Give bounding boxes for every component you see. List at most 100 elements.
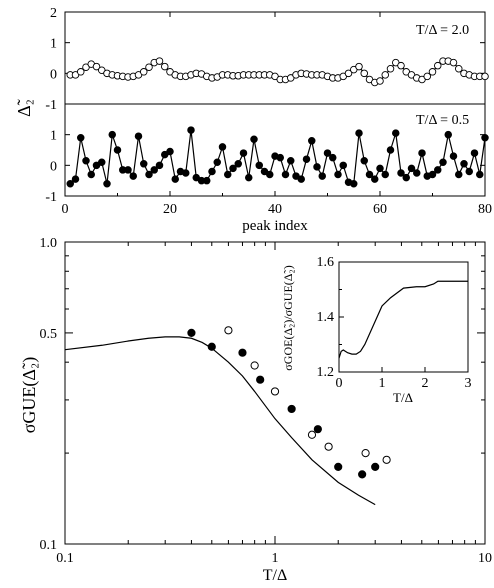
top-lower-point (360, 156, 369, 165)
top-lower-point (392, 129, 400, 137)
top-lower-point (323, 149, 332, 157)
main-xtick-label: 1 (272, 551, 279, 566)
top-lower-point (244, 173, 253, 182)
top-lower-point (213, 158, 221, 167)
main-ytick-label: 0.1 (40, 538, 58, 553)
top-lower-point (407, 164, 416, 173)
top-lower-point (276, 153, 285, 162)
main-filled-point (358, 470, 367, 479)
main-filled-point (256, 375, 265, 384)
top-xtick-label: 0 (62, 202, 69, 217)
main-open-point (270, 387, 280, 396)
top-upper-point (386, 64, 395, 73)
top-lower-point (476, 170, 484, 179)
top-xtick-label: 60 (373, 202, 387, 217)
top-upper-point (428, 68, 437, 76)
panel-bottom-ylabel: σGUE(Δ̃₂) (19, 357, 40, 434)
top-lower-point (355, 129, 363, 137)
panel-top-xlabel: peak index (242, 218, 308, 234)
panel-top-lower-marks (66, 126, 489, 188)
top-lower-point (223, 170, 232, 179)
top-lower-point (103, 179, 111, 188)
top-lower-point (287, 156, 295, 165)
inset-xlabel: T/Δ (393, 390, 413, 405)
top-lower-point (386, 146, 395, 154)
top-upper-point (145, 63, 153, 71)
main-filled-point (187, 328, 196, 338)
top-lower-point (66, 179, 74, 188)
top-lower-point (339, 161, 348, 170)
top-lower-point (150, 166, 158, 174)
top-upper-point (423, 72, 432, 81)
inset-xtick-label: 2 (422, 376, 429, 391)
top-lower-point (449, 152, 458, 160)
inset-xtick-label: 1 (379, 376, 386, 391)
top-xtick-label: 80 (478, 202, 492, 217)
panel-top-upper: -1 0 1 2 T/Δ = 2.0 (45, 6, 489, 113)
top-lower-point (281, 170, 290, 179)
main-filled-point (207, 342, 216, 351)
top-lower-point (444, 130, 453, 139)
top-lower-point (76, 133, 85, 142)
top-upper-point (160, 62, 169, 71)
main-open-point (307, 430, 317, 439)
main-xtick-label: 10 (478, 551, 492, 566)
top-lower-point (239, 149, 248, 157)
top-upper-ytick-label: 1 (50, 37, 57, 52)
inset-line (338, 280, 468, 359)
top-lower-point (297, 175, 306, 183)
main-open-point (250, 361, 259, 370)
inset-xtick-label: 0 (336, 376, 343, 391)
top-lower-point (318, 172, 327, 180)
top-lower-point (350, 179, 358, 188)
top-upper-point (481, 72, 489, 81)
top-upper-point (381, 71, 390, 79)
top-lower-point (308, 137, 316, 145)
main-open-point (361, 448, 370, 458)
top-lower-point (439, 158, 447, 167)
inset: 0 1 2 3 1.2 1.4 1.6 T/Δ σGOE(Δ̃₂)/σGUE(Δ̃₂) (281, 255, 472, 405)
top-lower-point (481, 133, 489, 142)
main-xtick-label: 0.1 (56, 551, 74, 566)
top-lower-point (460, 160, 468, 168)
top-lower-ytick-label: -1 (45, 190, 57, 205)
top-lower-point (218, 143, 227, 151)
top-upper-point (355, 62, 363, 71)
top-lower-point (428, 170, 437, 179)
main-filled-point (287, 404, 296, 414)
top-lower-point (302, 155, 311, 163)
top-lower-point (418, 149, 426, 157)
top-upper-point (434, 61, 442, 70)
top-lower-point (250, 135, 258, 144)
top-lower-point (455, 170, 463, 179)
main-open-point (324, 442, 333, 451)
inset-ytick-label: 1.4 (317, 310, 335, 325)
top-lower-point (313, 163, 321, 171)
top-lower-point (187, 126, 195, 134)
top-lower-point (87, 170, 95, 179)
main-filled-point (313, 425, 322, 434)
top-lower-point (381, 170, 390, 179)
main-filled-point (371, 462, 380, 472)
inset-ticks: 0 1 2 3 1.2 1.4 1.6 (317, 255, 472, 391)
top-lower-point (413, 169, 421, 177)
top-upper-ytick-label: 2 (50, 6, 57, 21)
top-lower-point (113, 146, 122, 154)
main-filled-point (334, 462, 343, 472)
top-lower-point (208, 167, 216, 176)
top-lower-point (334, 170, 342, 179)
top-upper-point (76, 68, 85, 76)
top-lower-point (97, 158, 106, 167)
top-lower-point (465, 167, 474, 176)
panel-top-ylabel: Δ̃₂ (14, 99, 34, 117)
top-upper-ytick-label: 0 (50, 67, 57, 82)
top-lower-point (234, 160, 242, 168)
panel-bottom-xlabel: T/Δ (263, 567, 288, 584)
top-upper-point (397, 61, 405, 70)
top-lower-point (202, 176, 211, 185)
top-lower-point (329, 153, 337, 162)
top-lower-point (397, 169, 405, 177)
main-open-point (224, 326, 233, 335)
